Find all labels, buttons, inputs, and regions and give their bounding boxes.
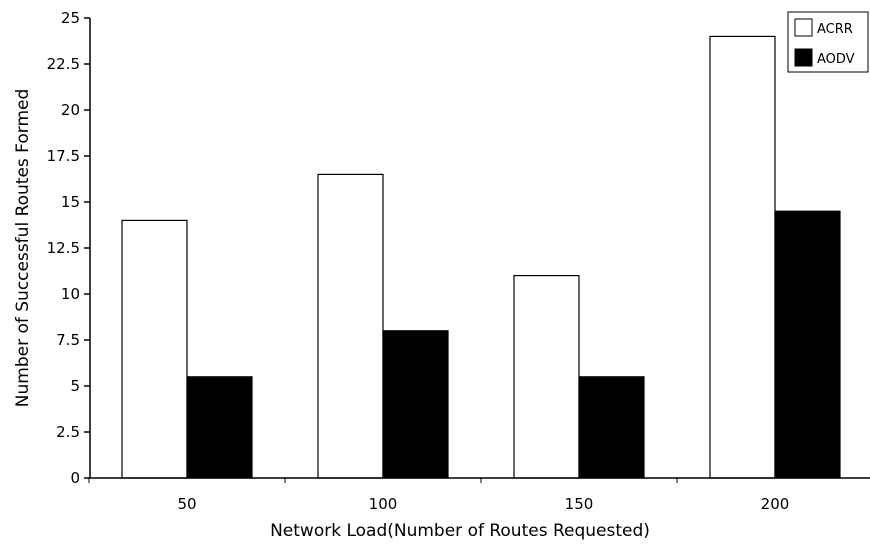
bar-aodv-50 [186,376,253,479]
x-ticks-group: 50 100 150 200 [88,478,790,513]
y-tick-label: 2.5 [56,423,80,441]
x-axis-title: Network Load(Number of Routes Requested) [270,521,650,541]
legend-label-acrr: ACRR [817,22,853,37]
bar-acrr-200 [709,35,776,479]
legend-swatch-acrr [794,18,813,37]
x-tick-label: 200 [761,495,790,513]
x-tick-label: 50 [177,495,196,513]
legend: ACRR AODV [787,11,869,73]
bar-aodv-200 [774,210,841,479]
x-tick-label: 100 [369,495,398,513]
bar-acrr-150 [513,275,580,479]
x-tick-label: 150 [565,495,594,513]
y-tick-label: 20 [61,101,80,119]
legend-swatch-aodv [794,48,813,67]
y-tick-label: 0 [70,469,80,487]
y-tick-label: 17.5 [47,147,80,165]
bar-aodv-100 [382,330,449,479]
bars-group [121,35,841,479]
y-tick-label: 15 [61,193,80,211]
bar-acrr-50 [121,219,188,479]
bar-acrr-100 [317,173,384,479]
legend-label-aodv: AODV [817,52,855,67]
y-tick-label: 25 [61,9,80,27]
y-tick-label: 22.5 [47,55,80,73]
y-tick-label: 10 [61,285,80,303]
y-axis-title: Number of Successful Routes Formed [13,89,33,407]
y-ticks-group: 0 2.5 5 7.5 10 12.5 15 17.5 20 22.5 25 [47,9,90,487]
bar-aodv-150 [578,376,645,479]
y-tick-label: 7.5 [56,331,80,349]
y-tick-label: 12.5 [47,239,80,257]
y-tick-label: 5 [70,377,80,395]
